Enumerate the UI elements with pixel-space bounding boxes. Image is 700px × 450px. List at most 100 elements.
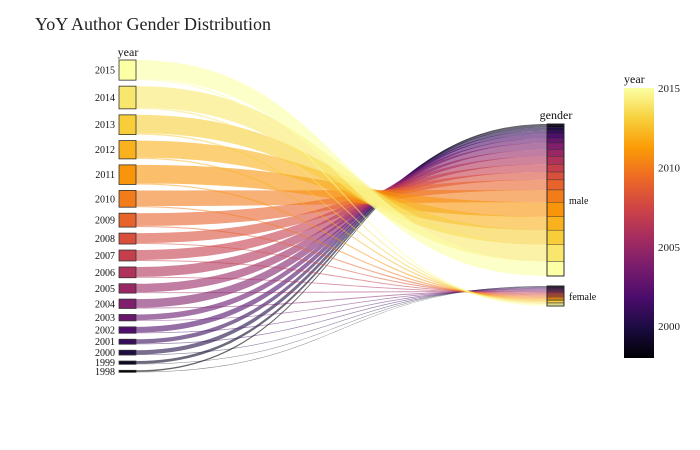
year-category-2005[interactable]	[118, 283, 137, 294]
gender-label-male: male	[569, 196, 589, 207]
year-category-2010[interactable]	[118, 190, 137, 208]
ribbon-2002-female[interactable]	[136, 288, 547, 334]
gender-segment-male-2012	[546, 216, 565, 231]
year-category-2006[interactable]	[118, 266, 137, 279]
ribbon-2009-female[interactable]	[136, 225, 547, 297]
gender-segment-female-2011	[546, 297, 565, 300]
ribbon-1998-male[interactable]	[136, 124, 547, 372]
year-label-2002: 2002	[95, 326, 115, 337]
gender-segment-female-2014	[546, 302, 565, 305]
colorbar-gradient	[624, 88, 654, 358]
year-category-2015[interactable]	[118, 59, 137, 81]
gender-segment-female-2010	[546, 296, 565, 299]
colorbar-tick-2005: 2005	[658, 242, 681, 254]
year-category-2004[interactable]	[118, 298, 137, 309]
year-category-2011[interactable]	[118, 164, 137, 185]
gender-segment-male-2002	[546, 133, 565, 139]
year-dimension-label: year	[118, 45, 139, 59]
gender-segment-female-2012	[546, 299, 565, 302]
gender-label-female: female	[569, 292, 597, 303]
gender-segment-male-2015	[546, 261, 565, 277]
gender-dimension-label: gender	[540, 108, 573, 122]
year-category-2008[interactable]	[118, 232, 137, 245]
year-category-2014[interactable]	[118, 85, 137, 110]
ribbon-2004-female[interactable]	[136, 290, 547, 309]
year-category-2013[interactable]	[118, 114, 137, 135]
ribbon-2015-female[interactable]	[136, 78, 547, 306]
ribbon-2007-male[interactable]	[136, 164, 547, 260]
ribbon-2001-female[interactable]	[136, 287, 547, 345]
ribbon-2011-female[interactable]	[136, 183, 547, 300]
ribbon-2006-male[interactable]	[136, 156, 547, 277]
ribbons-group	[136, 60, 547, 373]
year-label-2003: 2003	[95, 313, 115, 324]
ribbon-1998-female[interactable]	[136, 286, 547, 373]
gender-segment-male-2011	[546, 202, 565, 217]
colorbar-tick-2000: 2000	[658, 321, 681, 333]
year-label-2013: 2013	[95, 120, 115, 131]
gender-segment-male-2006	[546, 156, 565, 165]
ribbon-2000-female[interactable]	[136, 286, 547, 356]
year-category-1999[interactable]	[118, 360, 137, 365]
gender-segment-male-2000	[546, 127, 565, 131]
year-category-2007[interactable]	[118, 249, 137, 262]
year-label-2008: 2008	[95, 234, 115, 245]
year-label-2014: 2014	[95, 93, 115, 104]
ribbon-2012-female[interactable]	[136, 157, 547, 301]
ribbon-2010-female[interactable]	[136, 206, 547, 298]
ribbon-1999-female[interactable]	[136, 286, 547, 365]
colorbar-tick-2010: 2010	[658, 162, 681, 174]
year-category-1998[interactable]	[118, 369, 137, 373]
gender-segment-male-2001	[546, 130, 565, 135]
year-label-2011: 2011	[95, 170, 115, 181]
gender-segment-male-2013	[546, 229, 565, 245]
year-category-2009[interactable]	[118, 212, 137, 228]
colorbar-title: year	[624, 72, 645, 86]
ribbon-1999-male[interactable]	[136, 125, 547, 364]
gender-category-female[interactable]	[546, 285, 565, 307]
gender-segment-male-1999	[546, 124, 565, 128]
ribbon-2008-female[interactable]	[136, 243, 547, 296]
gender-segment-male-2005	[546, 149, 565, 157]
colorbar: year 2000 2005 2010 2015	[624, 72, 681, 358]
gender-segment-male-2009	[546, 179, 565, 191]
gender-segment-male-2010	[546, 189, 565, 203]
ribbon-2014-female[interactable]	[136, 107, 547, 304]
ribbon-2004-male[interactable]	[136, 143, 547, 308]
year-label-2010: 2010	[95, 194, 115, 205]
ribbon-2015-male[interactable]	[136, 60, 547, 276]
gender-segment-male-2007	[546, 164, 565, 173]
year-category-2001[interactable]	[118, 338, 137, 345]
gender-category-male[interactable]	[546, 123, 565, 277]
year-label-1998: 1998	[95, 367, 115, 378]
ribbon-2005-male[interactable]	[136, 149, 547, 293]
ribbon-2007-female[interactable]	[136, 259, 547, 295]
chart-title: YoY Author Gender Distribution	[35, 14, 271, 34]
ribbon-2005-female[interactable]	[136, 291, 547, 294]
gender-segment-male-2004	[546, 142, 565, 150]
ribbon-2013-female[interactable]	[136, 133, 547, 303]
colorbar-tick-2015: 2015	[658, 83, 681, 95]
gender-axis: gender male female	[540, 108, 597, 307]
gender-segment-male-2014	[546, 244, 565, 262]
year-category-2000[interactable]	[118, 349, 137, 356]
year-label-2001: 2001	[95, 337, 115, 348]
ribbon-2002-male[interactable]	[136, 134, 547, 333]
year-label-2006: 2006	[95, 268, 115, 279]
year-label-2009: 2009	[95, 216, 115, 227]
ribbon-2006-female[interactable]	[136, 276, 547, 293]
year-label-2012: 2012	[95, 145, 115, 156]
gender-segment-female-2013	[546, 300, 565, 303]
year-label-2005: 2005	[95, 284, 115, 295]
ribbon-2001-male[interactable]	[136, 130, 547, 344]
ribbon-2003-female[interactable]	[136, 289, 547, 321]
year-label-1999: 1999	[95, 358, 115, 369]
year-label-2015: 2015	[95, 66, 115, 77]
year-category-2002[interactable]	[118, 326, 137, 334]
year-category-2003[interactable]	[118, 314, 137, 322]
year-label-2000: 2000	[95, 348, 115, 359]
year-category-2012[interactable]	[118, 140, 137, 160]
